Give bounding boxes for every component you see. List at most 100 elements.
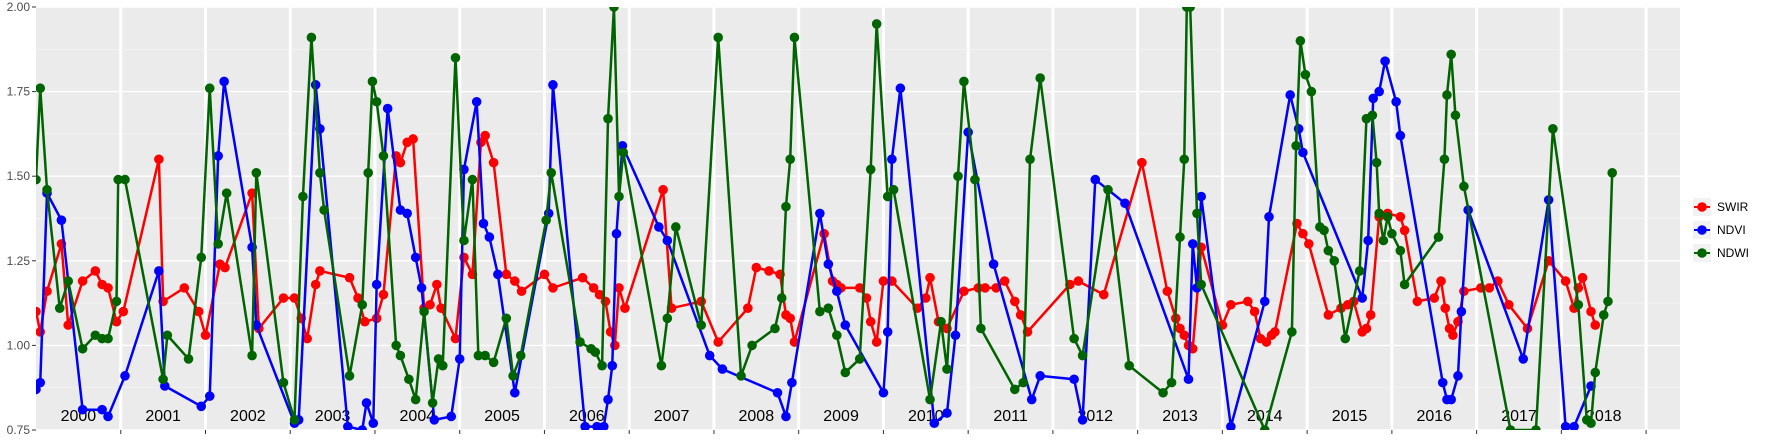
data-point-swir <box>488 157 499 168</box>
year-label: 2005 <box>484 408 520 425</box>
data-point-swir <box>432 279 442 290</box>
data-point-ndwi <box>162 330 173 341</box>
data-point-ndwi <box>1077 350 1088 361</box>
data-point-ndwi <box>603 113 613 124</box>
data-point-ndvi <box>1298 147 1308 158</box>
data-point-swir <box>871 337 882 347</box>
data-point-swir <box>878 276 889 286</box>
data-point-ndvi <box>429 415 440 425</box>
data-point-swir <box>436 303 446 313</box>
data-point-ndwi <box>1442 90 1452 100</box>
data-point-swir <box>539 269 550 280</box>
data-point-swir <box>1395 212 1406 222</box>
data-point-ndwi <box>1371 157 1382 168</box>
data-point-swir <box>179 283 190 293</box>
data-point-ndwi <box>508 371 518 381</box>
data-point-ndwi <box>662 313 673 324</box>
data-point-swir <box>1504 299 1514 310</box>
data-point-ndwi <box>391 340 401 351</box>
data-point-swir <box>1137 157 1147 168</box>
year-label: 2006 <box>569 408 605 425</box>
data-point-swir <box>103 283 113 293</box>
data-point-ndwi <box>840 367 851 378</box>
data-point-swir <box>743 303 753 313</box>
data-point-ndvi <box>478 218 489 229</box>
data-point-ndvi <box>196 401 207 412</box>
data-point-ndvi <box>1437 377 1448 388</box>
data-point-swir <box>764 266 774 276</box>
data-point-swir <box>1298 228 1308 239</box>
data-point-ndvi <box>1456 306 1467 317</box>
data-point-ndwi <box>450 52 461 63</box>
data-point-swir <box>1243 296 1253 307</box>
data-point-ndwi <box>196 252 207 263</box>
data-point-ndwi <box>1607 168 1618 178</box>
data-point-swir <box>1270 327 1280 337</box>
data-point-ndwi <box>315 168 325 178</box>
data-point-swir <box>1073 276 1084 286</box>
data-point-ndwi <box>609 7 619 12</box>
data-point-swir <box>577 272 588 283</box>
data-point-ndwi <box>882 191 893 202</box>
year-label: 2015 <box>1332 408 1368 425</box>
data-point-ndwi <box>247 350 257 361</box>
data-point-swir <box>999 276 1010 286</box>
data-point-ndwi <box>546 168 557 178</box>
data-point-ndvi <box>410 252 421 263</box>
data-point-ndwi <box>378 151 389 161</box>
data-point-swir <box>1429 293 1440 303</box>
data-point-ndvi <box>1453 371 1463 381</box>
data-point-swir <box>450 333 461 344</box>
data-point-ndvi <box>787 377 797 388</box>
data-point-ndvi <box>1569 421 1579 430</box>
data-point-ndvi <box>942 408 952 418</box>
data-point-ndwi <box>1439 154 1450 165</box>
data-point-ndwi <box>63 276 74 286</box>
data-point-ndwi <box>120 174 130 185</box>
data-point-ndwi <box>953 171 963 181</box>
data-point-swir <box>1361 323 1372 334</box>
data-point-swir <box>1249 306 1260 317</box>
data-point-ndwi <box>1295 36 1306 46</box>
data-point-ndwi <box>823 303 834 313</box>
data-point-ndvi <box>1357 293 1368 303</box>
data-point-ndwi <box>306 32 317 43</box>
data-point-ndwi <box>1329 255 1340 266</box>
data-point-ndvi <box>154 266 164 276</box>
data-point-ndvi <box>1395 130 1406 141</box>
data-point-swir <box>315 266 325 276</box>
data-point-ndwi <box>1319 225 1329 236</box>
data-point-swir <box>36 306 41 317</box>
data-point-ndwi <box>1124 360 1134 371</box>
data-point-ndvi <box>611 228 622 239</box>
data-point-swir <box>600 296 611 307</box>
data-point-ndvi <box>1259 296 1270 307</box>
data-point-swir <box>1586 306 1596 317</box>
data-point-swir <box>247 188 257 198</box>
data-point-swir <box>1261 337 1272 347</box>
data-point-swir <box>1577 272 1588 283</box>
year-label: 2016 <box>1416 408 1452 425</box>
data-point-ndwi <box>1446 49 1456 60</box>
data-point-ndwi <box>1573 299 1584 310</box>
data-point-ndvi <box>213 151 223 161</box>
data-point-ndwi <box>113 174 123 185</box>
data-point-swir <box>63 320 74 330</box>
data-point-ndwi <box>736 371 746 381</box>
data-point-ndvi <box>929 418 940 429</box>
data-point-swir <box>193 306 204 317</box>
data-point-ndwi <box>970 174 980 185</box>
data-point-ndvi <box>1368 93 1379 104</box>
data-point-swir <box>1590 320 1601 330</box>
data-point-swir <box>1009 296 1020 307</box>
data-point-ndvi <box>36 377 46 388</box>
data-point-ndwi <box>36 83 46 94</box>
data-point-swir <box>302 333 312 344</box>
data-point-ndvi <box>781 411 791 422</box>
data-point-ndwi <box>501 313 512 324</box>
data-point-ndwi <box>614 191 624 202</box>
data-point-ndvi <box>1035 371 1045 381</box>
data-point-ndwi <box>770 323 780 334</box>
data-point-ndvi <box>371 279 382 290</box>
data-point-swir <box>588 283 599 293</box>
